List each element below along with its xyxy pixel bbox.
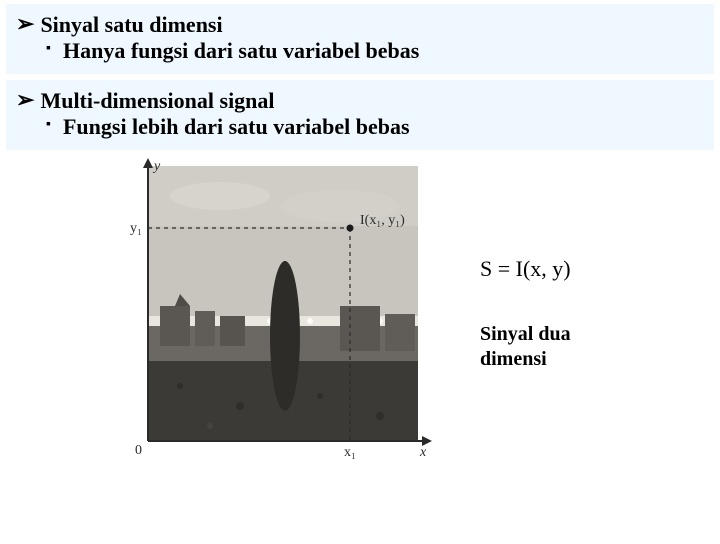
arrow-bullet-icon: ➢ xyxy=(16,88,34,112)
block-one: ➢ Sinyal satu dimensi ▪ Hanya fungsi dar… xyxy=(6,4,714,74)
figure-texture xyxy=(376,412,384,420)
y1-label: y₁ xyxy=(130,221,142,236)
figure-texture xyxy=(177,383,183,389)
y-axis-arrow-icon xyxy=(143,158,153,168)
figure-tree-top xyxy=(276,261,294,331)
figure-texture xyxy=(207,423,213,429)
sub-bullet-line-2: ▪ Fungsi lebih dari satu variabel bebas xyxy=(16,114,704,140)
bullet-2-text: Multi-dimensional signal xyxy=(40,88,274,114)
origin-label: 0 xyxy=(135,443,142,458)
figure-texture xyxy=(236,402,244,410)
caption-line-2: dimensi xyxy=(480,347,571,372)
arrow-bullet-icon: ➢ xyxy=(16,12,34,36)
x1-label: x₁ xyxy=(344,445,356,460)
y-axis-name: y xyxy=(152,159,161,174)
block-two: ➢ Multi-dimensional signal ▪ Fungsi lebi… xyxy=(6,80,714,150)
lower-area: I(x₁, y₁) y₁ x₁ 0 y x S = I(x, y) Sinyal… xyxy=(0,156,720,466)
square-bullet-icon: ▪ xyxy=(46,38,51,60)
figure-building xyxy=(385,314,415,351)
sub-bullet-line-1: ▪ Hanya fungsi dari satu variabel bebas xyxy=(16,38,704,64)
x-axis-name: x xyxy=(419,445,427,460)
bullet-line-1: ➢ Sinyal satu dimensi xyxy=(16,12,704,38)
right-column: S = I(x, y) Sinyal dua dimensi xyxy=(480,256,571,372)
figure-svg: I(x₁, y₁) y₁ x₁ 0 y x xyxy=(120,156,440,466)
figure-two-d-signal: I(x₁, y₁) y₁ x₁ 0 y x xyxy=(120,156,440,466)
sample-point xyxy=(347,225,354,232)
square-bullet-icon: ▪ xyxy=(46,114,51,136)
sub-bullet-2-text: Fungsi lebih dari satu variabel bebas xyxy=(63,114,410,140)
figure-building xyxy=(160,306,190,346)
figure-building xyxy=(340,306,380,351)
figure-caption: Sinyal dua dimensi xyxy=(480,322,571,372)
bullet-1-text: Sinyal satu dimensi xyxy=(40,12,222,38)
figure-light-dot xyxy=(307,318,313,324)
caption-line-1: Sinyal dua xyxy=(480,322,571,347)
equation-text: S = I(x, y) xyxy=(480,256,571,282)
bullet-line-2: ➢ Multi-dimensional signal xyxy=(16,88,704,114)
figure-cloud xyxy=(170,182,270,210)
figure-building xyxy=(220,316,245,346)
figure-texture xyxy=(317,393,323,399)
figure-building xyxy=(195,311,215,346)
sub-bullet-1-text: Hanya fungsi dari satu variabel bebas xyxy=(63,38,419,64)
point-label: I(x₁, y₁) xyxy=(360,213,405,228)
